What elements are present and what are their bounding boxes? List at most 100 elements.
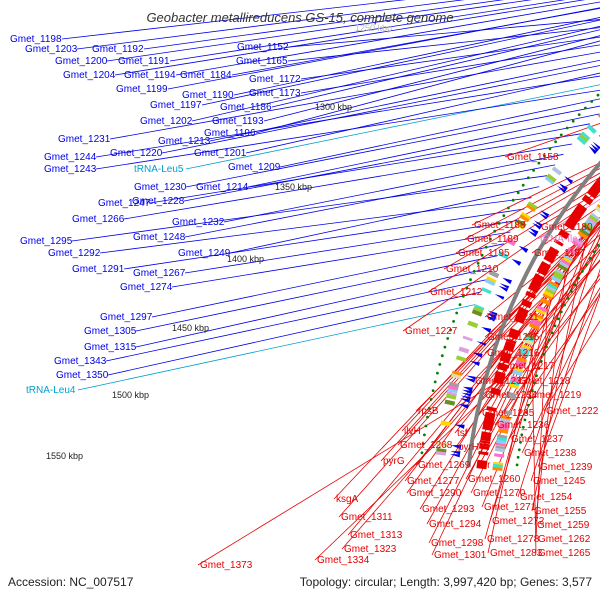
- reverse-gene-arrow: [534, 273, 545, 282]
- leader-line: [229, 186, 540, 254]
- reverse-gene-arrow: [476, 464, 487, 470]
- tick-mark: [516, 191, 520, 195]
- category-bar: [533, 313, 544, 320]
- tick-mark: [550, 331, 554, 335]
- category-bar: [518, 351, 529, 358]
- category-bar: [520, 211, 531, 220]
- gene-label-forward: Gmet_1200: [55, 56, 108, 67]
- reverse-gene-arrow: [481, 431, 492, 437]
- gene-label-forward: Gmet_1267: [133, 268, 186, 279]
- category-bar: [500, 415, 512, 421]
- reverse-gene-arrow: [583, 194, 594, 203]
- category-bar: [577, 230, 588, 240]
- tick-mark: [429, 398, 433, 401]
- tick-mark: [438, 363, 442, 366]
- gene-label-reverse: Gmet_1234: [485, 390, 538, 401]
- gene-label-reverse: Gmet_1239: [540, 462, 593, 473]
- category-bar: [521, 344, 532, 350]
- category-bar: [455, 355, 467, 362]
- tick-mark: [521, 183, 525, 187]
- leader-line: [95, 89, 600, 170]
- reverse-gene-arrow: [567, 217, 578, 226]
- reverse-gene-arrow: [490, 387, 502, 393]
- gene-label-forward: Gmet_1193: [212, 116, 264, 127]
- reverse-gene-arrow: [518, 306, 529, 314]
- scale-label: 1350 kbp: [275, 182, 312, 192]
- gene-label-reverse: Gmet_1187: [534, 248, 586, 259]
- gene-label-forward: Gmet_1274: [120, 282, 173, 293]
- reverse-gene-labels: Gmet_1158 Gmet_1188 Gmet_1180 Gmet_1189 tRNA…: [200, 152, 599, 571]
- gene-label-forward: Gmet_1220: [110, 148, 163, 159]
- tick-mark: [553, 324, 557, 328]
- category-bar: [497, 434, 508, 439]
- forward-gene-arrow: [529, 227, 539, 236]
- category-bar: [447, 385, 459, 391]
- reverse-gene-arrow: [575, 205, 586, 215]
- leader-line: [489, 264, 571, 522]
- forward-gene-arrow: [469, 360, 480, 366]
- forward-gene-arrow: [557, 185, 566, 193]
- gene-label-forward: Gmet_1152: [237, 42, 289, 53]
- leader-line: [105, 279, 486, 362]
- category-bar: [451, 370, 463, 377]
- leader-line: [123, 208, 525, 270]
- gene-label-forward: Gmet_1230: [134, 182, 187, 193]
- gene-label-reverse: Gmet_1373: [200, 560, 253, 571]
- tick-mark: [476, 261, 480, 265]
- category-bar: [594, 205, 600, 213]
- forward-gene-arrow: [465, 378, 476, 383]
- leader-line: [185, 84, 600, 170]
- category-bar: [586, 217, 597, 226]
- reverse-gene-arrow: [553, 238, 564, 247]
- reverse-gene-arrow: [571, 210, 583, 219]
- category-bar: [545, 285, 557, 294]
- category-bar: [563, 254, 574, 262]
- category-bar: [445, 393, 457, 400]
- tick-mark: [421, 442, 425, 446]
- category-bar: [520, 346, 531, 353]
- category-bar: [589, 212, 600, 222]
- gene-label-reverse: Gmet_1227: [405, 326, 458, 337]
- leader-line: [143, 0, 505, 50]
- reverse-gene-arrow: [590, 185, 600, 195]
- reverse-gene-arrow: [538, 265, 549, 274]
- scale-ticks: [420, 93, 600, 467]
- gene-label-reverse: Gmet_1262: [538, 534, 591, 545]
- gene-label-reverse: tRNA-Ile1: [540, 234, 584, 245]
- reverse-gene-arrow: [565, 219, 577, 229]
- tick-mark: [480, 253, 484, 257]
- leader-line: [255, 40, 600, 134]
- tick-mark: [563, 303, 566, 307]
- category-bar: [486, 276, 497, 284]
- gene-label-reverse: Gmet_1210: [446, 264, 499, 275]
- forward-gene-arrow: [449, 454, 461, 458]
- tick-mark: [596, 244, 600, 247]
- category-bar: [447, 388, 458, 394]
- gene-label-reverse: Gmet_1216: [487, 348, 540, 359]
- tick-mark: [530, 388, 534, 392]
- reverse-gene-arrow: [540, 260, 552, 269]
- tick-mark: [502, 214, 506, 218]
- category-bar: [498, 426, 509, 431]
- gene-label-forward: Gmet_1204: [63, 70, 116, 81]
- tick-mark: [556, 317, 560, 321]
- gene-label-reverse: Gmet_1293: [422, 504, 475, 515]
- category-bar: [505, 393, 517, 400]
- forward-gene-arrow: [476, 341, 487, 346]
- tick-mark: [443, 345, 447, 349]
- tick-mark: [461, 294, 465, 298]
- scale-label: 1300 kbp: [315, 102, 352, 112]
- gene-label-reverse: Gmet_1218: [518, 376, 571, 387]
- gene-label-forward: Gmet_1248: [133, 232, 186, 243]
- category-bar: [552, 273, 563, 281]
- tick-mark: [588, 256, 592, 260]
- category-bar: [535, 308, 546, 315]
- gene-label-forward: Gmet_1192: [92, 44, 144, 55]
- tick-mark: [519, 440, 522, 444]
- tick-mark: [566, 296, 570, 300]
- tick-mark: [420, 451, 424, 455]
- tick-mark: [446, 337, 450, 340]
- reverse-gene-arrow: [597, 176, 600, 181]
- forward-gene-arrow: [458, 404, 469, 409]
- leader-line: [209, 59, 600, 142]
